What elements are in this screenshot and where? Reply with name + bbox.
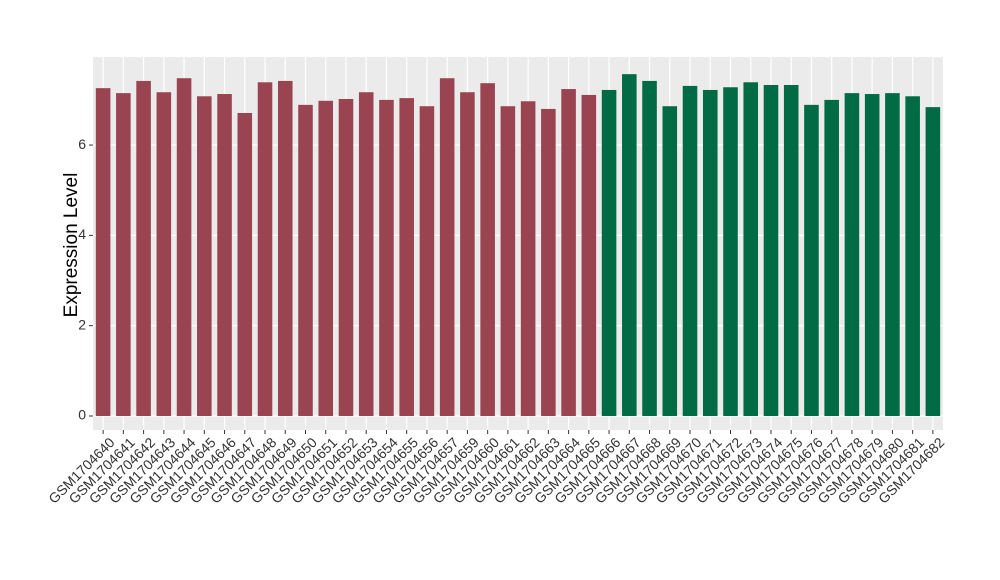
bar [197,96,212,417]
bar [237,112,253,417]
bar [176,78,192,417]
bar [379,99,394,417]
bar [925,107,941,417]
bar [844,93,860,417]
bar [885,93,900,417]
bar [541,108,556,417]
bar [95,88,111,417]
bar [136,80,151,417]
y-tick-label: 0 [78,407,86,423]
y-tick-label: 6 [78,136,86,152]
bar [702,89,718,417]
bar [743,82,759,417]
bar [905,96,920,417]
bar [581,94,597,417]
bar [277,80,293,417]
bar [358,92,374,417]
bar [561,89,576,417]
y-axis-title: Expression Level [61,173,82,318]
bar [601,89,617,417]
bar [338,98,354,417]
bar [804,104,819,417]
y-tick-label: 4 [78,226,86,242]
plot-panel [93,57,943,430]
bar [783,84,799,417]
bar [116,93,131,417]
bar [824,99,839,417]
y-tick-label: 2 [78,316,86,332]
bar [419,106,435,417]
bar [642,80,657,417]
bar [439,78,455,417]
bar [500,106,516,417]
bar [723,87,738,417]
bar [480,83,495,417]
bar [298,104,313,417]
bar [682,85,698,417]
bar [399,98,414,417]
bar [318,100,334,417]
bar [217,94,232,417]
bar [864,94,880,417]
bar [156,92,172,417]
bar [520,101,536,417]
bar [763,84,779,417]
bar [460,92,475,417]
bar [662,106,678,417]
bar [622,74,637,417]
bar [257,82,273,417]
